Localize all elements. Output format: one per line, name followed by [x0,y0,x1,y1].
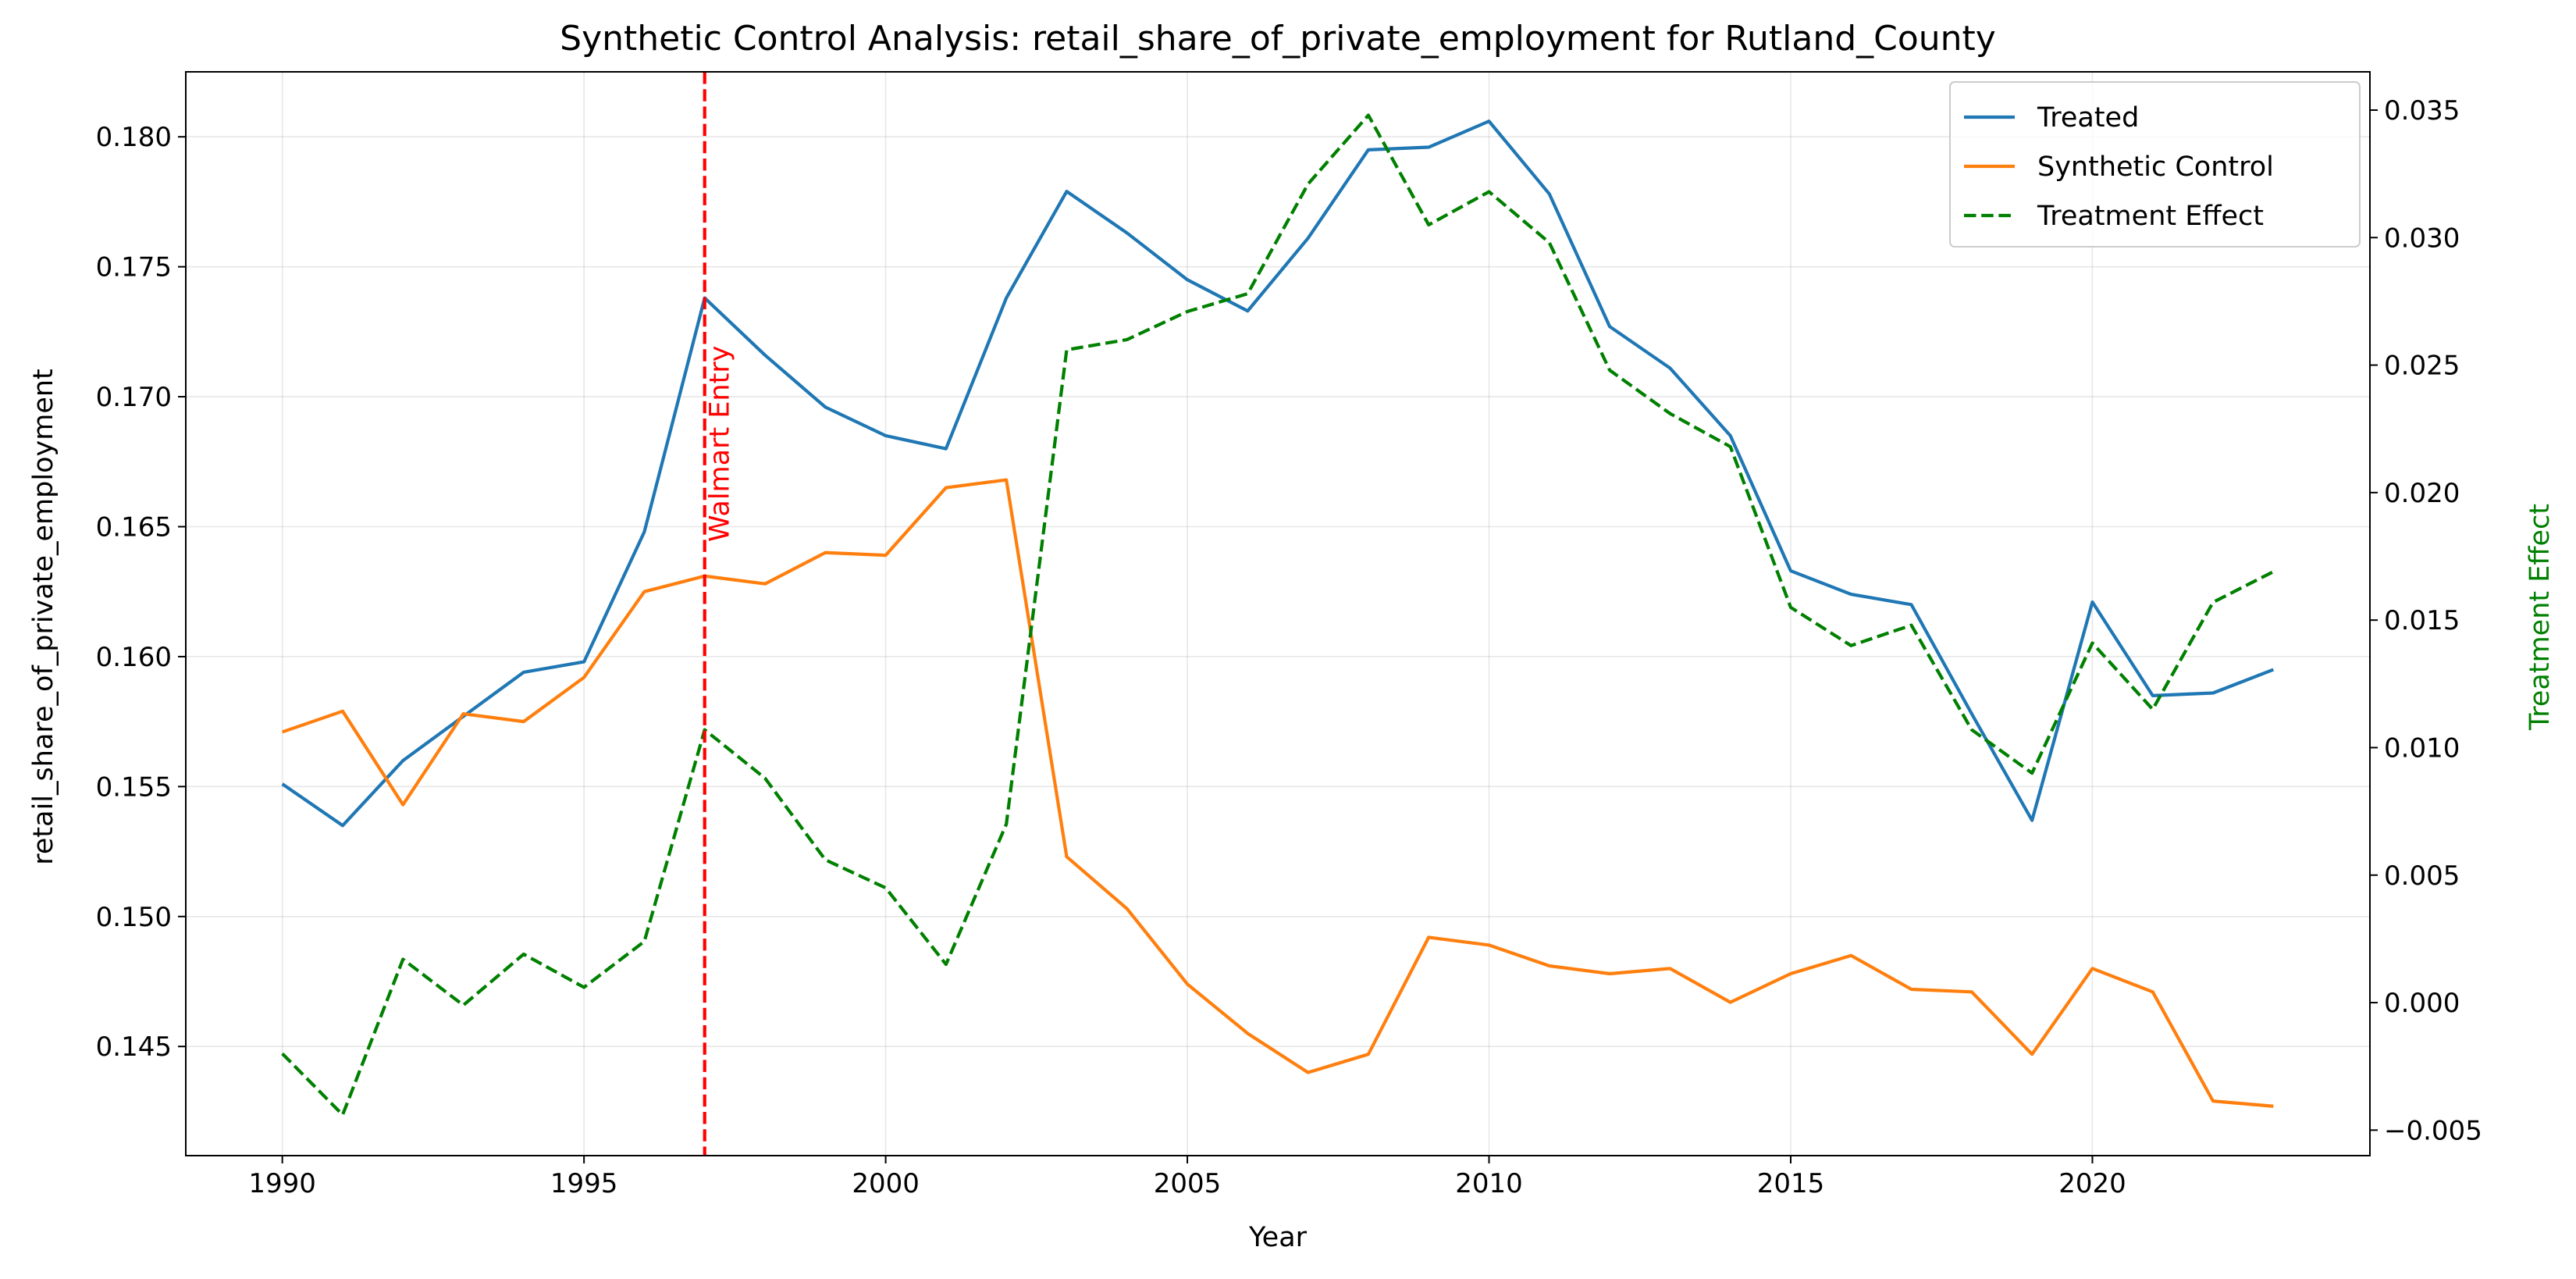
legend-label: Treatment Effect [2037,201,2264,232]
annotation-label: Walmart Entry [705,346,736,542]
plot-frame [185,71,2371,1156]
plot-lines [281,113,2275,1117]
x-tick-label: 2010 [1455,1168,1523,1199]
annotation: Walmart Entry [703,72,736,1156]
y-tick-label: 0.155 [96,771,172,803]
y-tick-label: 0.180 [96,122,172,153]
y-tick-label: 0.170 [96,382,172,413]
legend: Treated Synthetic Control Treatment Effect [1949,81,2361,248]
series-line-treated [281,119,2275,828]
y2-axis-label: Treatment Effect [2524,504,2556,731]
legend-label: Synthetic Control [2037,151,2274,183]
grid-lines [186,72,2370,1156]
axes [185,71,2371,1156]
y2-tick-label: 0.030 [2384,223,2460,254]
y2-tick-label: 0.025 [2384,351,2460,382]
y2-tick-label: 0.010 [2384,732,2460,764]
legend-label: Treated [2037,102,2139,134]
legend-box [1949,81,2361,248]
series-line-treatment-effect [281,113,2275,1117]
x-tick-label: 1990 [248,1168,316,1199]
x-tick-label: 2005 [1154,1168,1222,1199]
y2-tick-label: 0.035 [2384,95,2460,126]
x-tick-label: 2020 [2058,1168,2126,1199]
y-axis-label: retail_share_of_private_employment [28,369,59,865]
y2-tick-label: 0.020 [2384,478,2460,509]
y-tick-label: 0.160 [96,642,172,673]
ticks: 1990 1995 2000 2005 2010 2015 2020 0.145 0.150 0.… [96,95,2482,1199]
x-tick-label: 2000 [852,1168,920,1199]
x-tick-label: 2015 [1757,1168,1825,1199]
chart-title: Synthetic Control Analysis: retail_share… [560,19,1996,59]
y-tick-label: 0.175 [96,252,172,283]
x-tick-label: 1995 [550,1168,618,1199]
y-tick-label: 0.165 [96,511,172,543]
y-tick-label: 0.145 [96,1031,172,1063]
y2-tick-label: −0.005 [2384,1115,2482,1146]
y2-tick-label: 0.000 [2384,988,2460,1019]
y-tick-label: 0.150 [96,902,172,933]
y2-tick-label: 0.005 [2384,860,2460,892]
y2-tick-label: 0.015 [2384,605,2460,636]
x-axis-label: Year [1248,1222,1308,1253]
series-line-synthetic-control [281,478,2274,1108]
